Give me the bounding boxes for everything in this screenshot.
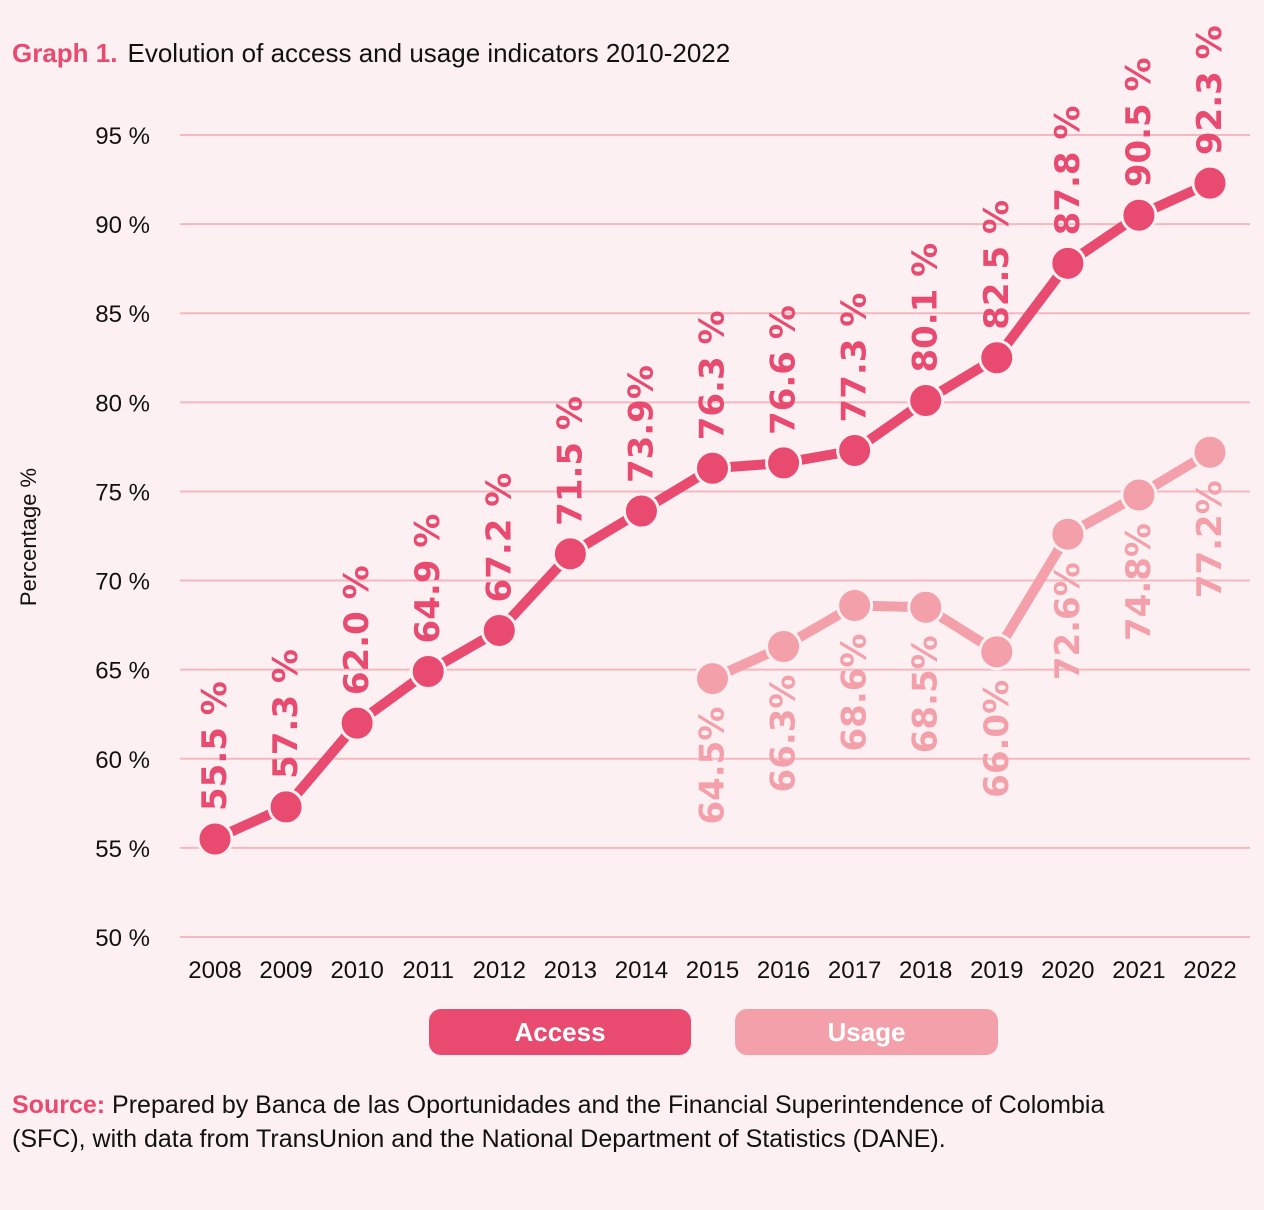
data-label: 71.5 % — [550, 396, 590, 526]
x-tick-label: 2020 — [1041, 957, 1094, 984]
chart-title: Graph 1. Evolution of access and usage in… — [12, 38, 730, 69]
data-label: 74.8% — [1119, 523, 1159, 641]
title-text: Evolution of access and usage indicators… — [127, 38, 731, 68]
data-point — [1191, 164, 1229, 202]
data-point — [622, 492, 660, 530]
data-label: 92.3 % — [1190, 25, 1230, 155]
data-point — [338, 704, 376, 742]
data-label: 90.5 % — [1119, 57, 1159, 187]
data-label: 77.3 % — [835, 293, 875, 423]
y-tick-label: 65 % — [95, 658, 150, 685]
x-tick-label: 2010 — [330, 957, 383, 984]
x-tick-label: 2012 — [473, 957, 526, 984]
data-label: 72.6% — [1048, 562, 1088, 680]
data-point — [1049, 244, 1087, 282]
data-point — [1120, 196, 1158, 234]
y-axis-label: Percentage % — [16, 468, 41, 606]
data-label: 64.9 % — [408, 514, 448, 644]
data-label: 76.6 % — [764, 305, 804, 435]
x-tick-label: 2016 — [757, 957, 810, 984]
x-tick-label: 2015 — [686, 957, 739, 984]
data-point — [480, 611, 518, 649]
data-point — [1049, 515, 1087, 553]
x-tick-label: 2017 — [828, 957, 881, 984]
x-tick-label: 2022 — [1183, 957, 1236, 984]
data-label: 82.5 % — [977, 200, 1017, 330]
legend-usage: Usage — [735, 1009, 998, 1055]
data-point — [836, 587, 874, 625]
data-point — [551, 535, 589, 573]
y-tick-label: 90 % — [95, 212, 150, 239]
data-point — [693, 660, 731, 698]
data-point — [907, 588, 945, 626]
y-tick-label: 75 % — [95, 479, 150, 506]
graph-number: Graph 1. — [12, 38, 118, 68]
data-label: 67.2 % — [479, 473, 519, 603]
x-tick-label: 2021 — [1112, 957, 1165, 984]
data-label: 77.2% — [1190, 480, 1230, 598]
legend-access: Access — [429, 1009, 691, 1055]
x-tick-label: 2013 — [544, 957, 597, 984]
data-point — [907, 382, 945, 420]
source-label: Source: — [12, 1091, 106, 1119]
x-tick-label: 2009 — [259, 957, 312, 984]
y-tick-label: 55 % — [95, 836, 150, 863]
y-tick-label: 80 % — [95, 390, 150, 417]
data-point — [765, 627, 803, 665]
x-tick-label: 2018 — [899, 957, 952, 984]
y-tick-label: 50 % — [95, 925, 150, 952]
data-point — [765, 444, 803, 482]
plot-area: 50 % 55 % 60 % 65 % 70 % 75 % 80 % 85 % 90 % 95 %… — [16, 25, 1250, 984]
data-point — [409, 652, 447, 690]
data-label: 68.5% — [906, 635, 946, 753]
data-label: 55.5 % — [195, 681, 235, 811]
source-text: Prepared by Banca de las Oportunidades a… — [12, 1091, 1105, 1153]
data-label: 68.6% — [835, 634, 875, 752]
data-label: 64.5% — [692, 707, 732, 825]
y-tick-label: 95 % — [95, 123, 150, 150]
data-point — [836, 431, 874, 469]
data-label: 80.1 % — [906, 243, 946, 373]
x-tick-label: 2008 — [188, 957, 241, 984]
x-tick-label: 2014 — [615, 957, 668, 984]
data-label: 66.3% — [764, 674, 804, 792]
x-tick-label: 2011 — [402, 957, 454, 984]
data-point — [1120, 476, 1158, 514]
data-label: 73.9% — [621, 365, 661, 483]
source-note: Source: Prepared by Banca de las Oportun… — [12, 1088, 1112, 1156]
data-point — [978, 339, 1016, 377]
y-tick-label: 85 % — [95, 301, 150, 328]
data-point — [267, 788, 305, 826]
data-point — [196, 820, 234, 858]
data-point — [693, 449, 731, 487]
y-tick-label: 70 % — [95, 569, 150, 596]
data-point — [1191, 433, 1229, 471]
x-tick-label: 2019 — [970, 957, 1023, 984]
data-label: 87.8 % — [1048, 106, 1088, 236]
data-point — [978, 633, 1016, 671]
y-tick-label: 60 % — [95, 747, 150, 774]
data-label: 57.3 % — [266, 649, 306, 779]
data-label: 76.3 % — [692, 310, 732, 440]
data-label: 66.0% — [977, 680, 1017, 798]
data-label: 62.0 % — [337, 565, 377, 695]
